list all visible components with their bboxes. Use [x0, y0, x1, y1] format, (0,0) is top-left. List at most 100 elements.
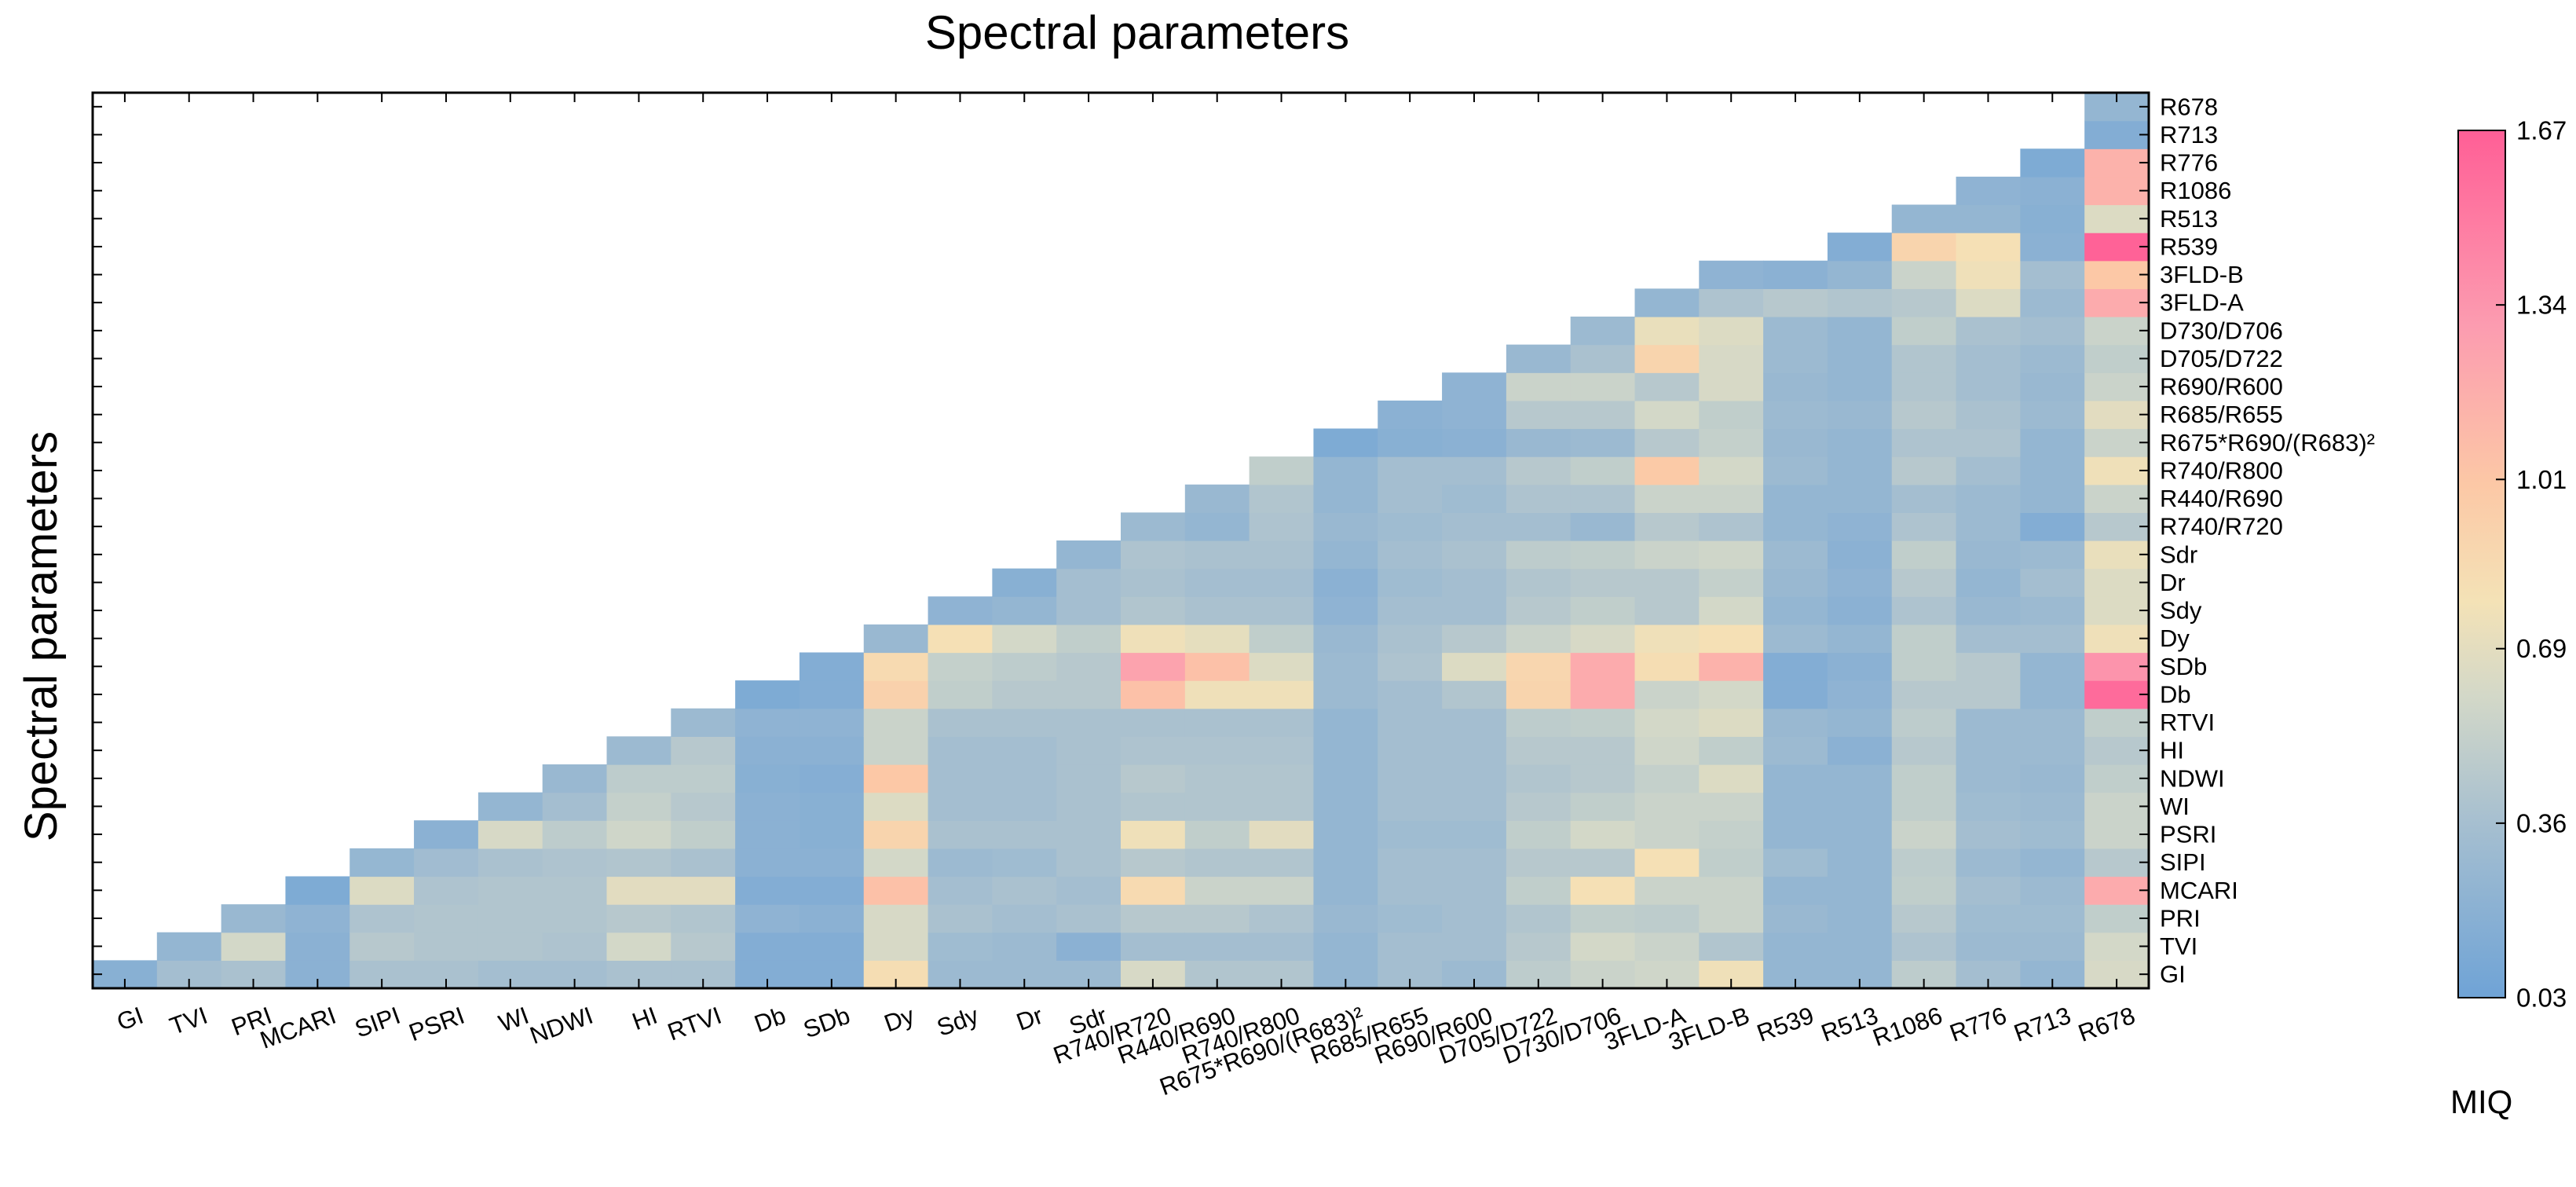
heatmap-cell	[1506, 680, 1572, 709]
heatmap-cell	[2084, 596, 2150, 625]
heatmap-cell	[928, 736, 993, 765]
heatmap-cell	[1313, 428, 1378, 457]
heatmap-cell	[1442, 932, 1507, 961]
heatmap-cell	[1699, 624, 1764, 654]
heatmap-cell	[2020, 484, 2085, 513]
heatmap-cell	[1378, 484, 1443, 513]
heatmap-cell	[1634, 848, 1700, 877]
heatmap-cell	[992, 568, 1057, 597]
heatmap-cell	[1249, 708, 1315, 737]
heatmap-cell	[1699, 820, 1764, 849]
heatmap-cell	[414, 904, 479, 933]
heatmap-cell	[1442, 680, 1507, 709]
heatmap-cell	[735, 680, 800, 709]
heatmap-cell	[1121, 848, 1186, 877]
heatmap-cell	[1763, 288, 1828, 317]
heatmap-cell	[1184, 876, 1250, 905]
y-tick-label: SDb	[2160, 653, 2207, 680]
heatmap-cell	[1506, 652, 1572, 681]
heatmap-cell	[1699, 792, 1764, 821]
heatmap-cell	[1121, 736, 1186, 765]
heatmap-cell	[1184, 708, 1250, 737]
heatmap-cell	[1570, 568, 1636, 597]
heatmap-cell	[1249, 596, 1315, 625]
heatmap-cell	[799, 848, 865, 877]
heatmap-cell	[1763, 344, 1828, 373]
heatmap-cell	[1699, 317, 1764, 346]
heatmap-cell	[1184, 792, 1250, 821]
heatmap-cell	[542, 764, 608, 793]
heatmap-cell	[1634, 764, 1700, 793]
heatmap-cell	[1378, 652, 1443, 681]
y-tick-label: R513	[2160, 205, 2218, 233]
heatmap-cell	[1763, 932, 1828, 961]
heatmap-cell	[1378, 456, 1443, 485]
heatmap-cell	[1442, 484, 1507, 513]
heatmap-cell	[156, 932, 222, 961]
heatmap-cell	[1570, 540, 1636, 570]
heatmap-cell	[1121, 764, 1186, 793]
heatmap-cell	[1891, 372, 1957, 401]
heatmap-cell	[1442, 708, 1507, 737]
heatmap-cell	[2020, 568, 2085, 597]
heatmap-cell	[2084, 876, 2150, 905]
colorbar-ticks: 1.67 1.34 1.01 0.69 0.36 0.03	[2496, 116, 2567, 1013]
heatmap-cell	[1184, 680, 1250, 709]
heatmap-cell	[1763, 568, 1828, 597]
heatmap-cell	[735, 876, 800, 905]
heatmap-cell	[1956, 344, 2021, 373]
heatmap-cell	[1634, 512, 1700, 541]
heatmap-cell	[478, 876, 543, 905]
heatmap-cell	[1442, 764, 1507, 793]
heatmap-cell	[1634, 708, 1700, 737]
heatmap-cell	[1442, 652, 1507, 681]
heatmap-cell	[285, 932, 350, 961]
heatmap-cell	[1763, 317, 1828, 346]
y-tick-label: SIPI	[2160, 848, 2206, 876]
y-tick-label: Sdy	[2160, 597, 2202, 625]
heatmap-cell	[221, 904, 287, 933]
heatmap-cell	[735, 820, 800, 849]
heatmap-cell	[2084, 456, 2150, 485]
heatmap-cell	[799, 792, 865, 821]
heatmap-cell	[1827, 820, 1893, 849]
heatmap-cell	[478, 848, 543, 877]
heatmap-cell	[1506, 708, 1572, 737]
heatmap-cell	[1378, 568, 1443, 597]
heatmap-cell	[928, 680, 993, 709]
heatmap-cell	[1184, 820, 1250, 849]
heatmap-cell	[2084, 624, 2150, 654]
heatmap-cell	[1249, 568, 1315, 597]
heatmap-cell	[992, 876, 1057, 905]
heatmap-cell	[799, 932, 865, 961]
heatmap-cell	[2020, 708, 2085, 737]
heatmap-cell	[1056, 932, 1122, 961]
heatmap-cell	[1891, 512, 1957, 541]
heatmap-axes	[91, 91, 2150, 990]
heatmap-cell	[1570, 400, 1636, 430]
heatmap-cell	[606, 736, 671, 765]
heatmap-cell	[1763, 372, 1828, 401]
heatmap-cell	[478, 820, 543, 849]
y-tick-label: GI	[2160, 961, 2186, 988]
heatmap-cell	[2020, 624, 2085, 654]
colorbar-tick-label: 0.36	[2516, 808, 2567, 837]
heatmap-cell	[863, 652, 929, 681]
x-tick-label: NDWI	[526, 1002, 597, 1050]
heatmap-cell	[2020, 876, 2085, 905]
heatmap-cell	[2020, 344, 2085, 373]
heatmap-cell	[1763, 708, 1828, 737]
heatmap-cell	[1634, 428, 1700, 457]
heatmap-cell	[1506, 624, 1572, 654]
heatmap-cell	[1249, 512, 1315, 541]
y-tick-label: R685/R655	[2160, 401, 2283, 428]
x-tick-label: Dy	[880, 1002, 918, 1038]
heatmap-cell	[1121, 876, 1186, 905]
heatmap-cell	[1378, 596, 1443, 625]
heatmap-cell	[1249, 484, 1315, 513]
heatmap-cell	[992, 624, 1057, 654]
heatmap-cell	[414, 820, 479, 849]
heatmap-cell	[671, 876, 736, 905]
heatmap-cell	[1442, 792, 1507, 821]
x-tick-label: Dr	[1013, 1002, 1047, 1036]
